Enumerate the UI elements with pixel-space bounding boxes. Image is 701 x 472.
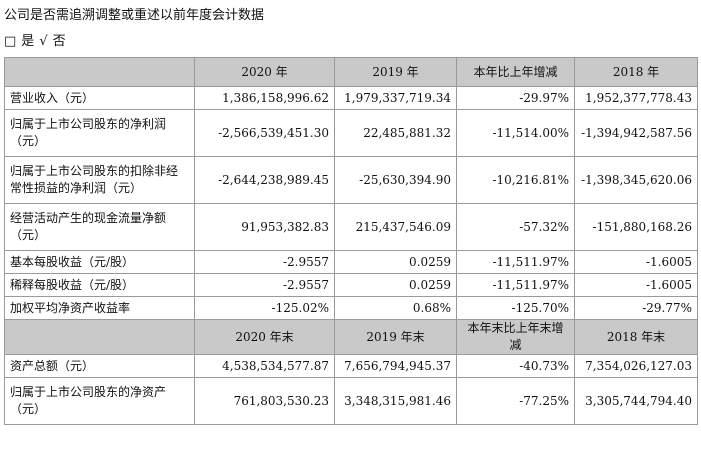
table-row: 资产总额（元） 4,538,534,577.87 7,656,794,945.3… — [4, 354, 698, 378]
table-header-row: 2020 年末 2019 年末 本年末比上年末增减 2018 年末 — [4, 319, 698, 355]
table-row: 加权平均净资产收益率 -125.02% 0.68% -125.70% -29.7… — [4, 296, 698, 320]
unchecked-box-icon: □ — [4, 34, 17, 49]
row-label: 基本每股收益（元/股） — [4, 250, 195, 274]
value-cell: -125.70% — [456, 296, 575, 320]
header-cell: 2020 年 — [194, 57, 335, 87]
header-cell: 2020 年末 — [194, 319, 335, 355]
value-cell: -2.9557 — [194, 250, 335, 274]
value-cell: -2.9557 — [194, 273, 335, 297]
value-cell: -1,398,345,620.06 — [574, 156, 698, 204]
table-row: 经营活动产生的现金流量净额（元） 91,953,382.83 215,437,5… — [4, 203, 698, 251]
value-cell: -2,644,238,989.45 — [194, 156, 335, 204]
header-cell — [4, 319, 195, 355]
value-cell: 7,656,794,945.37 — [334, 354, 457, 378]
option-yes: 是 — [21, 34, 35, 49]
value-cell: -77.25% — [456, 377, 575, 425]
value-cell: -29.77% — [574, 296, 698, 320]
value-cell: 3,348,315,981.46 — [334, 377, 457, 425]
option-no: 否 — [52, 34, 66, 49]
value-cell: 3,305,744,794.40 — [574, 377, 698, 425]
value-cell: -2,566,539,451.30 — [194, 109, 335, 157]
value-cell: 0.68% — [334, 296, 457, 320]
header-cell: 2018 年末 — [574, 319, 698, 355]
value-cell: 1,952,377,778.43 — [574, 86, 698, 110]
value-cell: -29.97% — [456, 86, 575, 110]
value-cell: -57.32% — [456, 203, 575, 251]
value-cell: 7,354,026,127.03 — [574, 354, 698, 378]
value-cell: -11,511.97% — [456, 250, 575, 274]
value-cell: 1,386,158,996.62 — [194, 86, 335, 110]
header-cell: 2018 年 — [574, 57, 698, 87]
value-cell: 91,953,382.83 — [194, 203, 335, 251]
table-header-row: 2020 年 2019 年 本年比上年增减 2018 年 — [4, 57, 698, 87]
table-row: 归属于上市公司股东的净资产（元） 761,803,530.23 3,348,31… — [4, 377, 698, 425]
value-cell: -25,630,394.90 — [334, 156, 457, 204]
row-label: 资产总额（元） — [4, 354, 195, 378]
header-cell: 本年末比上年末增减 — [456, 319, 575, 355]
table-row: 归属于上市公司股东的净利润（元） -2,566,539,451.30 22,48… — [4, 109, 698, 157]
value-cell: 761,803,530.23 — [194, 377, 335, 425]
row-label: 归属于上市公司股东的净资产（元） — [4, 377, 195, 425]
value-cell: 22,485,881.32 — [334, 109, 457, 157]
value-cell: 0.0259 — [334, 250, 457, 274]
header-cell: 本年比上年增减 — [456, 57, 575, 87]
row-label: 营业收入（元） — [4, 86, 195, 110]
value-cell: -1.6005 — [574, 250, 698, 274]
row-label: 归属于上市公司股东的净利润（元） — [4, 109, 195, 157]
value-cell: -1,394,942,587.56 — [574, 109, 698, 157]
row-label: 归属于上市公司股东的扣除非经常性损益的净利润（元） — [4, 156, 195, 204]
financial-data-table: 2020 年 2019 年 本年比上年增减 2018 年 营业收入（元） 1,3… — [4, 57, 698, 425]
table-row: 基本每股收益（元/股） -2.9557 0.0259 -11,511.97% -… — [4, 250, 698, 274]
value-cell: -11,511.97% — [456, 273, 575, 297]
value-cell: -10,216.81% — [456, 156, 575, 204]
value-cell: 215,437,546.09 — [334, 203, 457, 251]
row-label: 经营活动产生的现金流量净额（元） — [4, 203, 195, 251]
value-cell: 1,979,337,719.34 — [334, 86, 457, 110]
value-cell: 4,538,534,577.87 — [194, 354, 335, 378]
header-cell — [4, 57, 195, 87]
row-label: 稀释每股收益（元/股） — [4, 273, 195, 297]
value-cell: -11,514.00% — [456, 109, 575, 157]
restatement-options: □ 是 √ 否 — [4, 33, 71, 51]
table-row: 稀释每股收益（元/股） -2.9557 0.0259 -11,511.97% -… — [4, 273, 698, 297]
value-cell: -125.02% — [194, 296, 335, 320]
value-cell: -151,880,168.26 — [574, 203, 698, 251]
value-cell: 0.0259 — [334, 273, 457, 297]
section-heading: 公司是否需追溯调整或重述以前年度会计数据 — [4, 8, 265, 23]
value-cell: -40.73% — [456, 354, 575, 378]
check-mark-icon: √ — [39, 34, 48, 49]
header-cell: 2019 年 — [334, 57, 457, 87]
table-row: 营业收入（元） 1,386,158,996.62 1,979,337,719.3… — [4, 86, 698, 110]
row-label: 加权平均净资产收益率 — [4, 296, 195, 320]
value-cell: -1.6005 — [574, 273, 698, 297]
table-row: 归属于上市公司股东的扣除非经常性损益的净利润（元） -2,644,238,989… — [4, 156, 698, 204]
header-cell: 2019 年末 — [334, 319, 457, 355]
